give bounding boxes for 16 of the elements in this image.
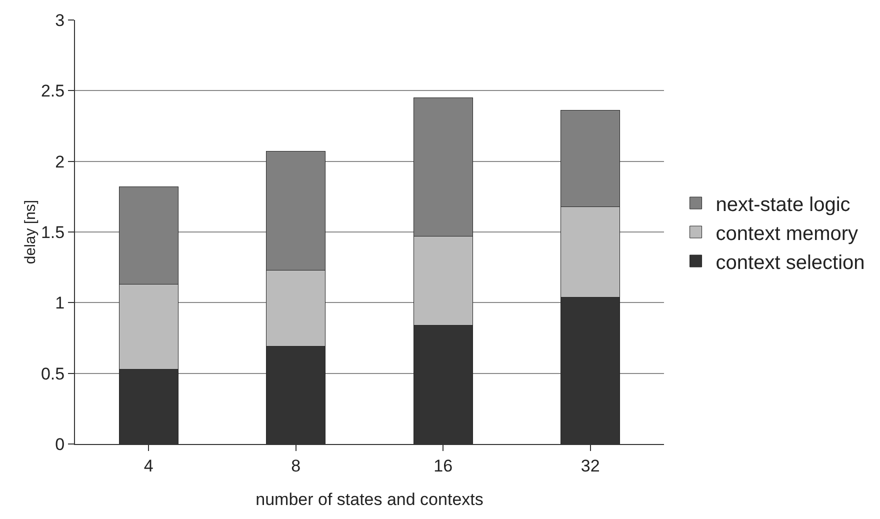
y-tick-label: 2: [55, 152, 65, 172]
legend-label: context memory: [716, 222, 858, 245]
x-tick-label: 8: [291, 456, 301, 476]
y-tick-label: 1: [55, 294, 65, 313]
y-tick-label: 0: [55, 434, 65, 454]
y-tick-label: 1.5: [40, 222, 65, 242]
x-axis-title: number of states and contexts: [256, 490, 484, 509]
y-tick-label: 3: [55, 10, 65, 30]
y-axis-title: delay [ns]: [22, 200, 39, 264]
x-tick-label: 16: [434, 456, 453, 476]
y-tick-label: 2.5: [40, 82, 65, 101]
x-tick-label: 32: [580, 456, 600, 476]
legend-label: next-state logic: [716, 194, 850, 216]
legend-label: context selection: [716, 252, 865, 274]
y-tick-label: 0.5: [40, 364, 65, 384]
x-tick-label: 4: [144, 456, 154, 476]
